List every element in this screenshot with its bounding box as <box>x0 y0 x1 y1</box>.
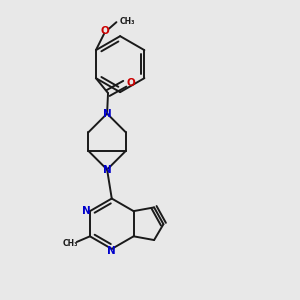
Text: O: O <box>101 26 110 37</box>
Text: N: N <box>103 165 112 175</box>
Text: CH₃: CH₃ <box>119 17 135 26</box>
Text: O: O <box>126 78 135 88</box>
Text: CH₃: CH₃ <box>63 239 78 248</box>
Text: N: N <box>103 109 112 118</box>
Text: N: N <box>82 206 91 216</box>
Text: N: N <box>107 246 116 256</box>
